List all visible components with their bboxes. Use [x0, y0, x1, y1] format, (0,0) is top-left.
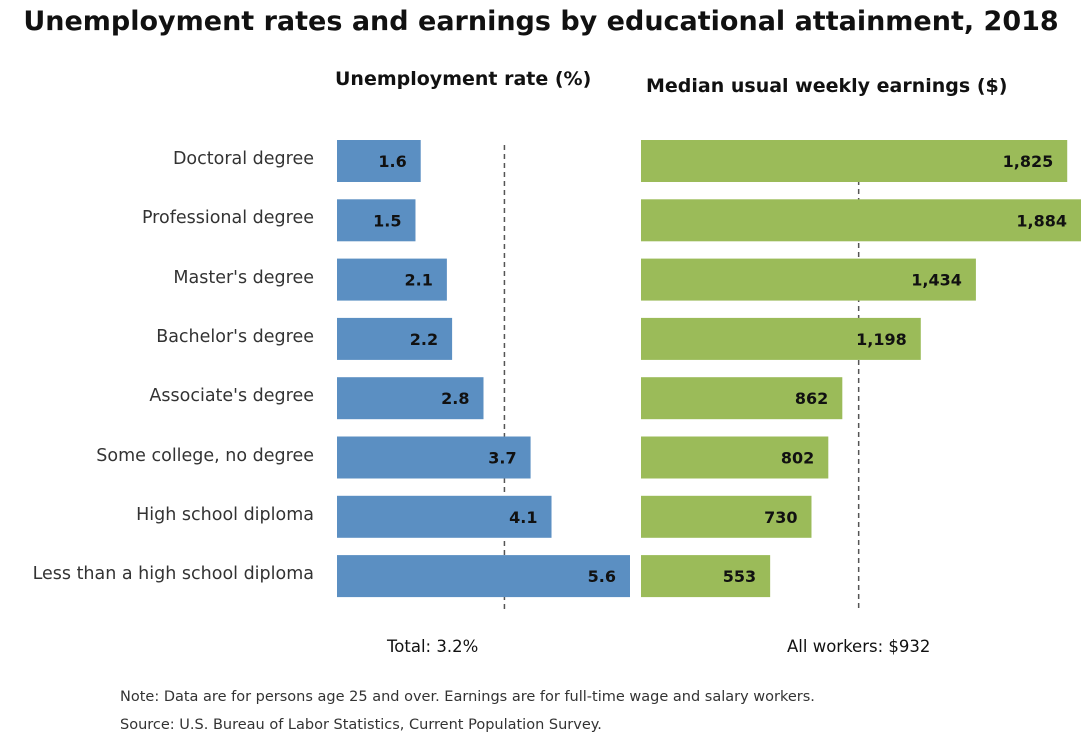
earnings-bar — [641, 258, 976, 301]
unemployment-value-label: 1.6 — [378, 152, 406, 171]
category-label: Bachelor's degree — [156, 326, 314, 347]
earnings-bar — [641, 555, 771, 598]
unemployment-panel-title: Unemployment rate (%) — [335, 68, 592, 90]
unemployment-bar — [337, 258, 447, 301]
footnote-source: Source: U.S. Bureau of Labor Statistics,… — [120, 717, 602, 733]
unemployment-value-label: 3.7 — [488, 449, 516, 468]
earnings-reference-label: All workers: $932 — [787, 637, 931, 656]
earnings-value-label: 1,434 — [911, 271, 962, 290]
unemployment-bar — [337, 555, 630, 598]
category-label: Master's degree — [173, 267, 314, 288]
earnings-value-label: 1,825 — [1003, 152, 1054, 171]
earnings-bar — [641, 199, 1081, 242]
unemployment-value-label: 4.1 — [509, 508, 537, 527]
unemployment-value-label: 2.2 — [410, 330, 438, 349]
earnings-bar — [641, 436, 829, 479]
unemployment-bar — [337, 140, 421, 182]
category-label: Less than a high school diploma — [32, 564, 314, 585]
earnings-value-label: 802 — [781, 449, 814, 468]
unemployment-value-label: 1.5 — [373, 211, 401, 230]
earnings-value-label: 553 — [723, 567, 756, 586]
unemployment-bar — [337, 436, 531, 479]
earnings-bar — [641, 495, 812, 538]
unemployment-value-label: 2.1 — [405, 271, 433, 290]
category-label: Some college, no degree — [96, 445, 314, 466]
earnings-bar — [641, 377, 843, 420]
earnings-value-label: 862 — [795, 389, 828, 408]
unemployment-bar — [337, 495, 552, 538]
category-label: Professional degree — [141, 208, 314, 229]
category-label: Doctoral degree — [172, 149, 314, 169]
earnings-value-label: 1,198 — [856, 330, 907, 349]
category-label: High school diploma — [136, 504, 314, 525]
unemployment-bar — [337, 377, 484, 420]
unemployment-value-label: 2.8 — [441, 389, 469, 408]
earnings-value-label: 730 — [764, 508, 797, 527]
unemployment-value-label: 5.6 — [588, 567, 616, 586]
category-label: Associate's degree — [149, 386, 314, 407]
unemployment-bar — [337, 317, 453, 360]
unemployment-reference-label: Total: 3.2% — [387, 637, 479, 656]
earnings-value-label: 1,884 — [1016, 211, 1067, 230]
earnings-panel-title: Median usual weekly earnings ($) — [646, 75, 1008, 97]
footnote-note: Note: Data are for persons age 25 and ov… — [120, 689, 815, 705]
earnings-bar — [641, 140, 1068, 182]
chart-title: Unemployment rates and earnings by educa… — [23, 6, 1059, 37]
unemployment-bar — [337, 199, 416, 242]
earnings-bar — [641, 317, 921, 360]
